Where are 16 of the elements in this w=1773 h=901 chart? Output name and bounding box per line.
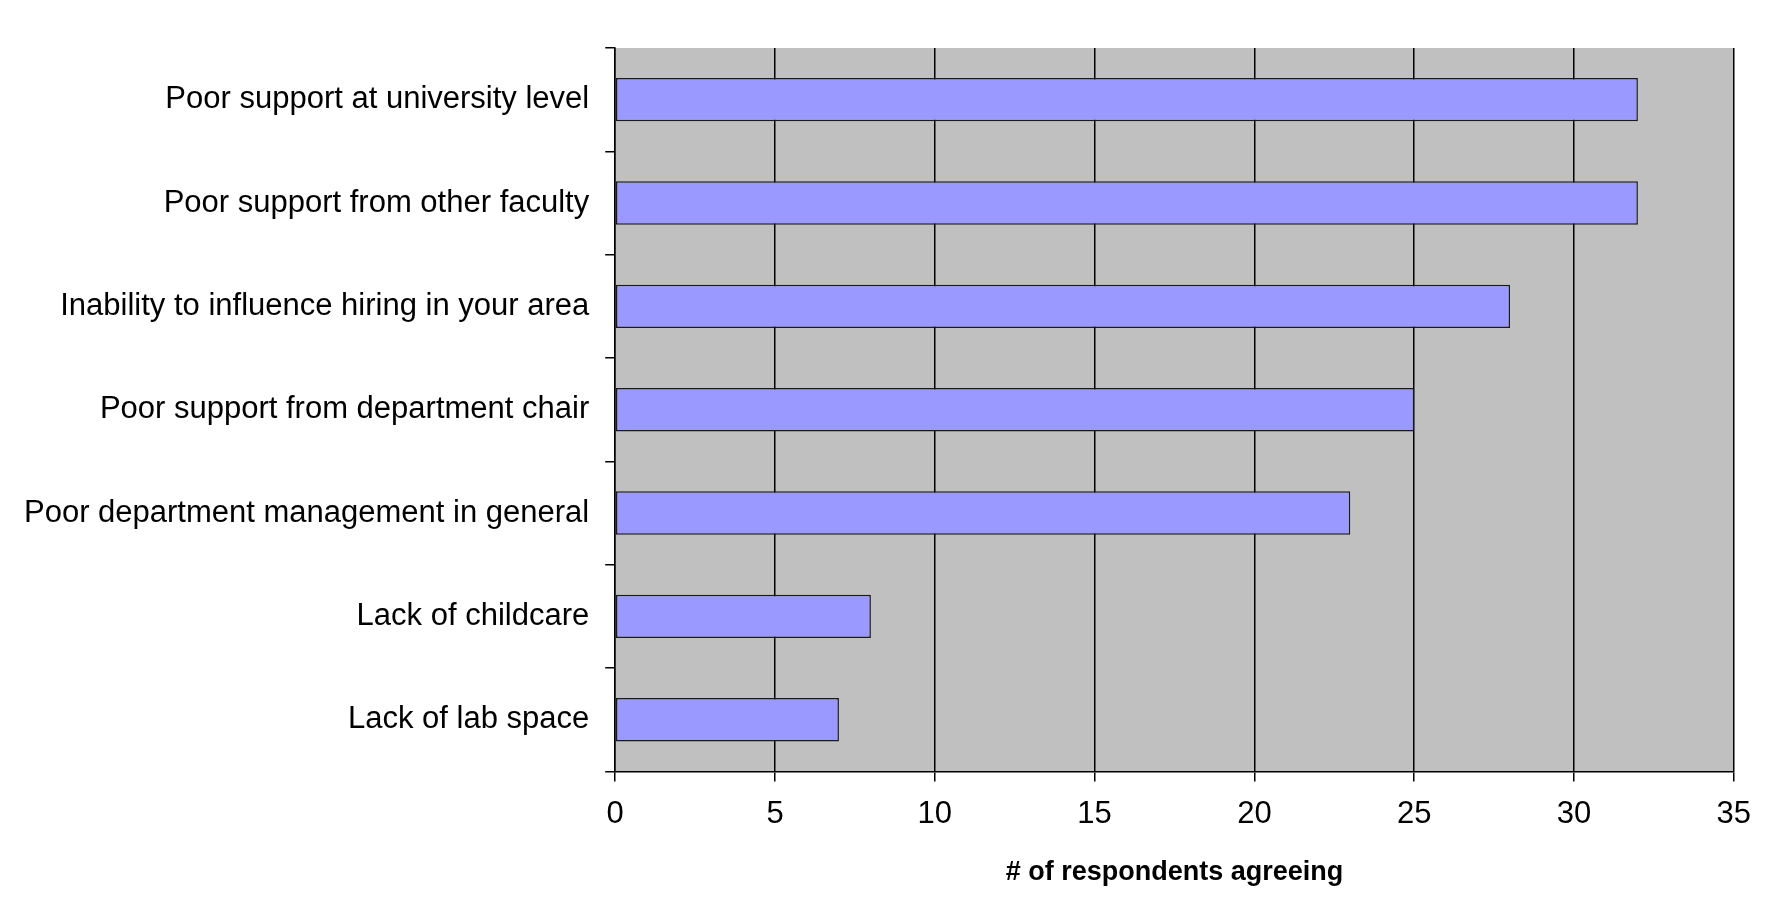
x-tick-label: 5	[766, 794, 784, 830]
y-tick-label: Lack of childcare	[356, 596, 590, 632]
y-tick-label: Poor support from other faculty	[163, 183, 590, 219]
x-tick-label: 10	[917, 794, 953, 830]
x-axis-title: # of respondents agreeing	[1005, 856, 1344, 887]
x-tick-label: 0	[606, 794, 624, 830]
y-tick-label: Inability to influence hiring in your area	[60, 286, 590, 322]
x-tick-label: 15	[1077, 794, 1112, 830]
x-tick-label: 25	[1396, 794, 1432, 830]
x-tick-label: 35	[1716, 794, 1751, 830]
y-tick-label: Lack of lab space	[347, 700, 590, 736]
x-tick-label: 30	[1556, 794, 1592, 830]
y-tick-label: Poor support from department chair	[99, 390, 590, 426]
y-tick-label: Poor support at university level	[165, 80, 590, 116]
y-tick-label: Poor department management in general	[23, 493, 590, 529]
x-tick-label: 20	[1237, 794, 1272, 830]
